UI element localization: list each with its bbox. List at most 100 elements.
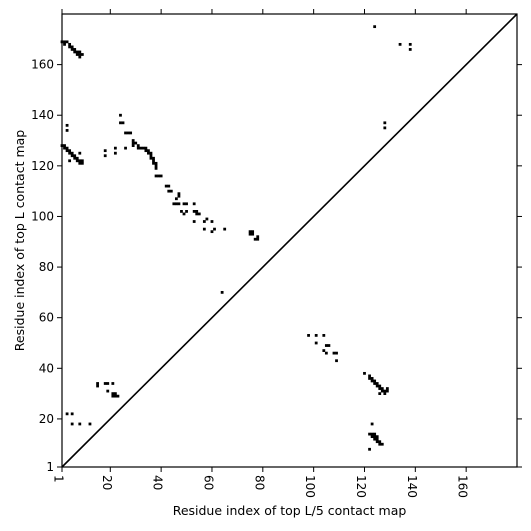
- contact-point: [324, 351, 328, 355]
- contact-point: [111, 394, 115, 398]
- contact-point: [106, 382, 110, 385]
- contact-point: [96, 384, 99, 388]
- contact-point: [205, 217, 209, 221]
- contact-point: [324, 344, 328, 347]
- contact-point: [368, 432, 371, 436]
- contact-point: [378, 440, 382, 444]
- contact-point: [116, 394, 120, 398]
- contact-point: [373, 435, 377, 439]
- contact-point: [174, 197, 178, 201]
- contact-point: [134, 141, 138, 145]
- contact-point: [65, 412, 69, 416]
- contact-point: [154, 174, 158, 178]
- contact-point: [172, 202, 176, 206]
- contact-point: [373, 379, 377, 383]
- contact-point: [398, 42, 402, 46]
- contact-point: [192, 210, 196, 213]
- contact-point: [251, 230, 255, 234]
- contact-point: [78, 53, 82, 56]
- contact-point: [131, 141, 135, 145]
- contact-point: [70, 154, 74, 158]
- contact-point: [136, 146, 140, 150]
- contact-point: [383, 389, 387, 393]
- contact-point: [335, 351, 338, 355]
- contact-point: [106, 389, 110, 393]
- contact-point: [180, 210, 183, 213]
- contact-point: [408, 48, 412, 51]
- x-tick-label: 40: [151, 475, 165, 490]
- diagonal-line: [61, 13, 518, 468]
- contact-point: [68, 151, 72, 155]
- contact-point: [75, 159, 79, 163]
- x-tick-label: 140: [405, 475, 419, 498]
- contact-point: [177, 194, 181, 198]
- contact-point: [63, 146, 66, 150]
- contact-point: [373, 382, 377, 385]
- contact-point: [149, 151, 153, 155]
- contact-point: [375, 384, 379, 388]
- contact-point: [65, 149, 69, 153]
- contact-point: [256, 237, 260, 241]
- contact-point: [248, 230, 252, 234]
- contact-point: [70, 412, 74, 416]
- contact-point: [70, 422, 74, 426]
- contact-point: [103, 154, 107, 158]
- contact-point: [332, 351, 336, 355]
- y-tick-label: 40: [39, 361, 54, 375]
- contact-point: [147, 151, 150, 155]
- contact-point: [383, 121, 387, 125]
- contact-point: [65, 129, 69, 132]
- contact-point: [213, 227, 216, 231]
- contact-point: [157, 174, 160, 178]
- contact-point: [121, 121, 125, 125]
- contact-point: [210, 230, 214, 234]
- contact-point: [192, 220, 196, 223]
- contact-point: [70, 45, 74, 49]
- x-tick-label: 120: [354, 475, 368, 498]
- contact-point: [380, 442, 384, 446]
- contact-point: [124, 131, 127, 135]
- contact-point: [111, 382, 115, 385]
- contact-point: [144, 146, 148, 150]
- contact-point: [78, 159, 82, 163]
- contact-point: [375, 437, 379, 441]
- contact-point: [75, 50, 79, 54]
- contact-point: [164, 184, 168, 188]
- contact-point: [63, 40, 66, 44]
- contact-point: [378, 387, 382, 390]
- contact-point: [383, 392, 387, 396]
- contact-point: [154, 166, 158, 170]
- x-tick-label: 100: [303, 475, 317, 498]
- contact-point: [152, 161, 155, 165]
- y-tick-label: 20: [39, 412, 54, 426]
- contact-point: [307, 334, 310, 337]
- contact-point: [119, 121, 122, 125]
- contact-point: [223, 227, 227, 231]
- contact-point: [197, 212, 201, 216]
- contact-point: [368, 374, 371, 378]
- contact-point: [141, 146, 145, 150]
- contact-point: [113, 394, 117, 398]
- contact-point: [159, 174, 163, 178]
- contact-point: [256, 235, 260, 239]
- contact-point: [248, 232, 252, 236]
- contact-point: [119, 113, 122, 117]
- contact-point: [327, 344, 331, 347]
- contact-point: [78, 151, 82, 155]
- contact-point: [152, 159, 155, 163]
- x-tick-label: 1: [52, 475, 66, 483]
- contact-point: [65, 123, 69, 127]
- contact-point: [78, 50, 82, 54]
- contact-point: [174, 202, 178, 206]
- contact-point: [253, 237, 257, 241]
- contact-point: [113, 392, 117, 396]
- contact-point: [322, 349, 326, 352]
- contact-point: [370, 377, 374, 380]
- contact-point: [363, 371, 366, 375]
- contact-point: [78, 422, 82, 426]
- contact-point: [177, 202, 181, 206]
- contact-point: [80, 161, 84, 165]
- contact-point: [182, 202, 186, 206]
- contact-point: [322, 334, 326, 337]
